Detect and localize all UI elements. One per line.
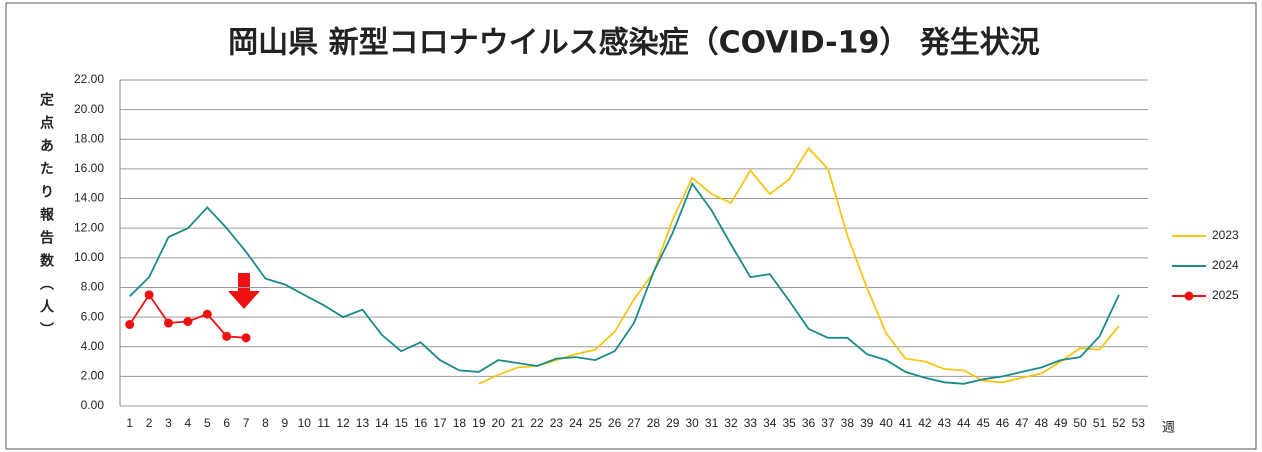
x-tick-label: 43 [938, 416, 952, 430]
x-tick-label: 20 [492, 416, 506, 430]
frame [5, 2, 1257, 450]
x-tick-label: 2 [146, 416, 153, 430]
x-tick-label: 9 [282, 416, 289, 430]
x-tick-label: 19 [472, 416, 486, 430]
x-tick-label: 34 [763, 416, 777, 430]
y-tick-label: 14.00 [74, 191, 104, 205]
x-tick-label: 52 [1112, 416, 1126, 430]
point [183, 317, 193, 327]
x-tick-label: 23 [550, 416, 564, 430]
y-axis-label: 定点あたり報告数（人） [38, 92, 54, 345]
y-tick-label: 10.00 [74, 250, 104, 264]
x-tick-label: 31 [705, 416, 719, 430]
x-tick-label: 32 [724, 416, 738, 430]
x-tick-label: 26 [608, 416, 622, 430]
x-tick-label: 27 [627, 416, 641, 430]
y-tick-label: 22.00 [74, 72, 104, 86]
x-tick-label: 14 [375, 416, 389, 430]
point [222, 331, 232, 341]
chart-title: 岡山県 新型コロナウイルス感染症（COVID-19） 発生状況 [228, 26, 1040, 61]
x-tick-label: 16 [414, 416, 428, 430]
y-tick-label: 2.00 [81, 369, 105, 383]
x-tick-label: 49 [1054, 416, 1068, 430]
y-tick-label: 4.00 [81, 339, 105, 353]
point [144, 290, 154, 300]
x-tick-label: 47 [1015, 416, 1029, 430]
x-tick-label: 1 [126, 416, 133, 430]
x-tick-label: 17 [433, 416, 447, 430]
legend-label: 2025 [1212, 288, 1239, 302]
x-tick-label: 25 [589, 416, 603, 430]
x-tick-label: 44 [957, 416, 971, 430]
x-tick-label: 41 [899, 416, 913, 430]
series-line [478, 146, 1120, 385]
x-tick-label: 5 [204, 416, 211, 430]
x-tick-label: 48 [1035, 416, 1049, 430]
y-tick-label: 16.00 [74, 161, 104, 175]
x-tick-label: 53 [1132, 416, 1146, 430]
point [202, 309, 212, 319]
x-tick-label: 51 [1093, 416, 1107, 430]
x-tick-label: 37 [821, 416, 835, 430]
point [125, 320, 135, 329]
x-tick-label: 22 [530, 416, 544, 430]
x-tick-label: 10 [298, 416, 312, 430]
y-tick-label: 0.00 [81, 398, 105, 412]
x-tick-label: 46 [996, 416, 1010, 430]
point [163, 318, 173, 328]
x-tick-label: 29 [666, 416, 680, 430]
x-tick-label: 3 [165, 416, 172, 430]
x-tick-label: 12 [336, 416, 350, 430]
y-tick-label: 18.00 [74, 131, 104, 145]
legend-marker [1184, 291, 1194, 301]
x-tick-label: 21 [511, 416, 525, 430]
legend-label: 2023 [1212, 228, 1239, 242]
x-tick-label: 30 [686, 416, 700, 430]
x-tick-label: 40 [879, 416, 893, 430]
x-tick-label: 50 [1073, 416, 1087, 430]
x-tick-label: 35 [782, 416, 796, 430]
x-tick-label: 36 [802, 416, 816, 430]
arrow-annotation [228, 273, 260, 309]
legend-label: 2024 [1212, 258, 1239, 272]
x-tick-label: 38 [841, 416, 855, 430]
x-tick-label: 33 [744, 416, 758, 430]
x-tick-label: 15 [395, 416, 409, 430]
x-tick-label: 6 [223, 416, 230, 430]
x-tick-label: 28 [647, 416, 661, 430]
x-tick-label: 4 [185, 416, 192, 430]
x-tick-label: 11 [317, 416, 330, 430]
x-tick-label: 13 [356, 416, 370, 430]
y-tick-label: 8.00 [81, 280, 105, 294]
x-tick-label: 39 [860, 416, 874, 430]
y-tick-label: 6.00 [81, 309, 105, 323]
point [241, 333, 251, 343]
x-tick-label: 7 [243, 416, 250, 430]
series-line [129, 181, 1120, 385]
y-tick-label: 12.00 [74, 220, 104, 234]
x-axis-label: 週 [1162, 419, 1175, 434]
x-tick-label: 42 [918, 416, 932, 430]
x-tick-label: 45 [976, 416, 990, 430]
x-tick-label: 8 [262, 416, 269, 430]
x-tick-label: 18 [453, 416, 467, 430]
y-tick-label: 20.00 [74, 102, 104, 116]
x-tick-label: 24 [569, 416, 583, 430]
